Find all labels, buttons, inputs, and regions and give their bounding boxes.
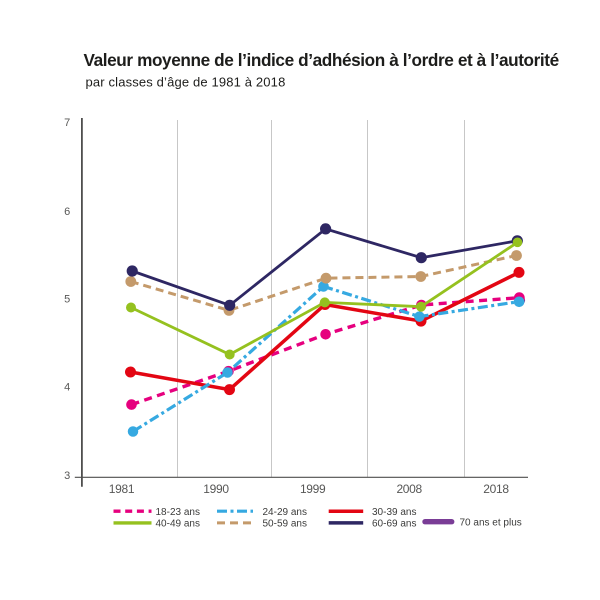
svg-text:1999: 1999 [300,482,326,496]
svg-text:2018: 2018 [483,482,509,496]
svg-text:40-49 ans: 40-49 ans [156,519,200,530]
svg-text:60-69 ans: 60-69 ans [372,519,416,530]
svg-text:1990: 1990 [203,482,229,496]
svg-text:4: 4 [64,382,70,394]
svg-text:6: 6 [64,206,70,218]
svg-text:2008: 2008 [396,482,422,496]
svg-text:70 ans et plus: 70 ans et plus [460,517,522,528]
svg-text:1981: 1981 [109,482,135,496]
svg-text:18-23 ans: 18-23 ans [156,507,200,518]
svg-text:3: 3 [64,470,70,482]
svg-text:par classes d’âge de 1981 à 20: par classes d’âge de 1981 à 2018 [86,75,286,90]
svg-text:24-29 ans: 24-29 ans [263,507,307,518]
svg-text:Valeur moyenne de l’indice d’a: Valeur moyenne de l’indice d’adhésion à … [84,50,559,70]
svg-text:7: 7 [64,117,70,129]
svg-text:5: 5 [64,294,70,306]
svg-text:30-39 ans: 30-39 ans [372,507,416,518]
svg-text:50-59 ans: 50-59 ans [263,519,307,530]
